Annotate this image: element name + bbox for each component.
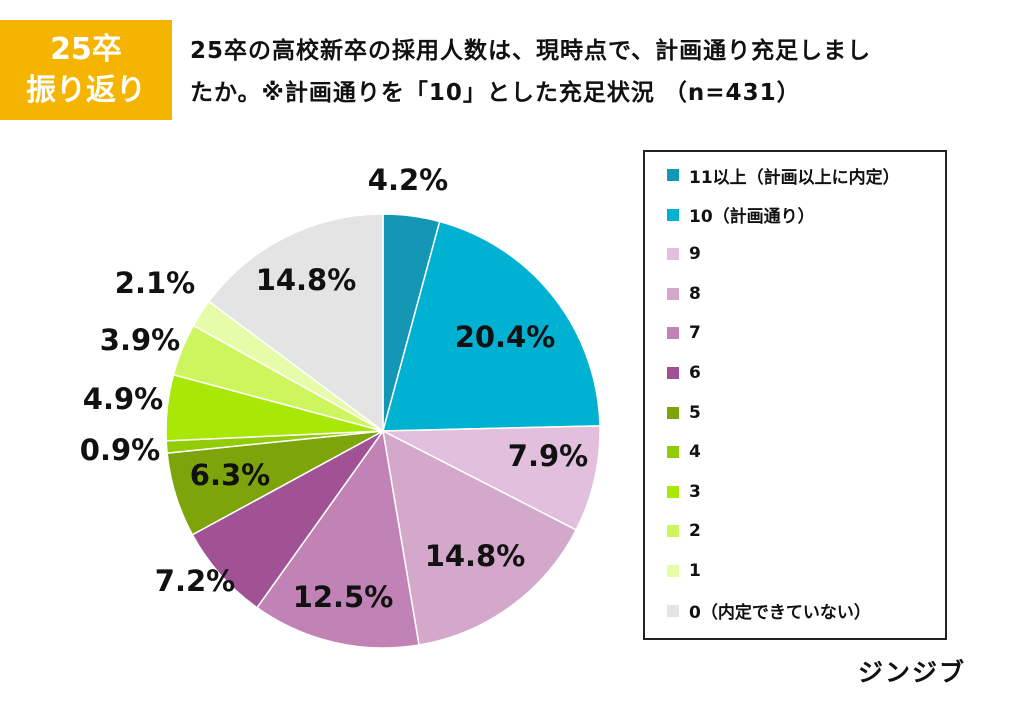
legend-label: 11以上（計画以上に内定）	[689, 167, 900, 188]
legend-swatch	[667, 287, 679, 300]
legend-label: 4	[689, 442, 701, 463]
pie-slice-1	[382, 220, 601, 432]
legend-label: 0（内定できていない）	[689, 603, 871, 624]
chart-title: 25卒の高校新卒の採用人数は、現時点で、計画通り充足しまし たか。※計画通りを「…	[190, 30, 1005, 114]
legend-label: 1	[689, 561, 701, 581]
data-label-2: 7.9%	[508, 439, 588, 473]
legend-label: 9	[689, 244, 701, 265]
pie-slice-5	[191, 430, 384, 609]
title-line-2: たか。※計画通りを「10」とした充足状況 （n=431）	[190, 80, 801, 106]
legend-item-5: 6	[667, 362, 701, 384]
data-label-3: 14.8%	[425, 539, 526, 573]
legend-swatch	[667, 565, 679, 577]
legend-label: 3	[689, 481, 701, 502]
legend-item-2: 9	[667, 243, 701, 265]
brand-logo: ジンジブ	[858, 658, 967, 687]
data-label-10: 2.1%	[115, 266, 195, 300]
legend-label: 8	[689, 283, 701, 304]
data-label-4: 12.5%	[293, 580, 394, 614]
legend-item-7: 4	[667, 441, 701, 463]
legend-swatch	[667, 604, 679, 617]
legend-label: 2	[689, 521, 701, 542]
legend-item-9: 2	[667, 520, 701, 542]
legend-swatch	[667, 208, 679, 221]
legend-item-6: 5	[667, 402, 701, 424]
pie-slice-4	[255, 429, 420, 649]
legend-label: 7	[689, 323, 701, 344]
legend-item-10: 1	[667, 560, 701, 582]
legend-swatch	[667, 485, 679, 498]
data-label-6: 6.3%	[190, 458, 270, 492]
pie-slice-11	[207, 213, 384, 433]
legend-label: 6	[689, 363, 701, 383]
legend-swatch	[667, 248, 679, 261]
legend-item-0: 11以上（計画以上に内定）	[667, 164, 900, 188]
chart-legend: 11以上（計画以上に内定） 10（計画通り） 9 8 7 6 5 4 3 2 1 0（内定できていない…	[643, 150, 947, 640]
pie-slice-3	[382, 429, 578, 646]
badge-line-2: 振り返り	[26, 73, 146, 108]
legend-item-4: 7	[667, 322, 701, 344]
title-line-1: 25卒の高校新卒の採用人数は、現時点で、計画通り充足しまし	[190, 38, 872, 64]
data-label-7: 0.9%	[80, 433, 160, 467]
data-label-11: 14.8%	[256, 263, 357, 297]
legend-swatch	[667, 367, 679, 379]
legend-label: 10（計画通り）	[689, 207, 815, 228]
badge-line-1: 25卒	[50, 32, 122, 67]
legend-item-3: 8	[667, 283, 701, 305]
legend-label: 5	[689, 402, 701, 423]
data-label-9: 3.9%	[100, 323, 180, 357]
data-label-5: 7.2%	[155, 564, 235, 598]
data-label-0: 4.2%	[368, 163, 448, 197]
legend-swatch	[667, 446, 679, 459]
legend-item-11: 0（内定できていない）	[667, 600, 871, 624]
legend-item-8: 3	[667, 481, 701, 503]
pie-slice-2	[382, 425, 601, 531]
legend-swatch	[667, 169, 679, 181]
data-label-8: 4.9%	[83, 382, 163, 416]
legend-swatch	[667, 327, 679, 340]
legend-swatch	[667, 525, 679, 538]
header-badge: 25卒 振り返り	[0, 20, 172, 120]
legend-item-1: 10（計画通り）	[667, 204, 815, 228]
data-label-1: 20.4%	[455, 320, 556, 354]
legend-swatch	[667, 406, 679, 419]
